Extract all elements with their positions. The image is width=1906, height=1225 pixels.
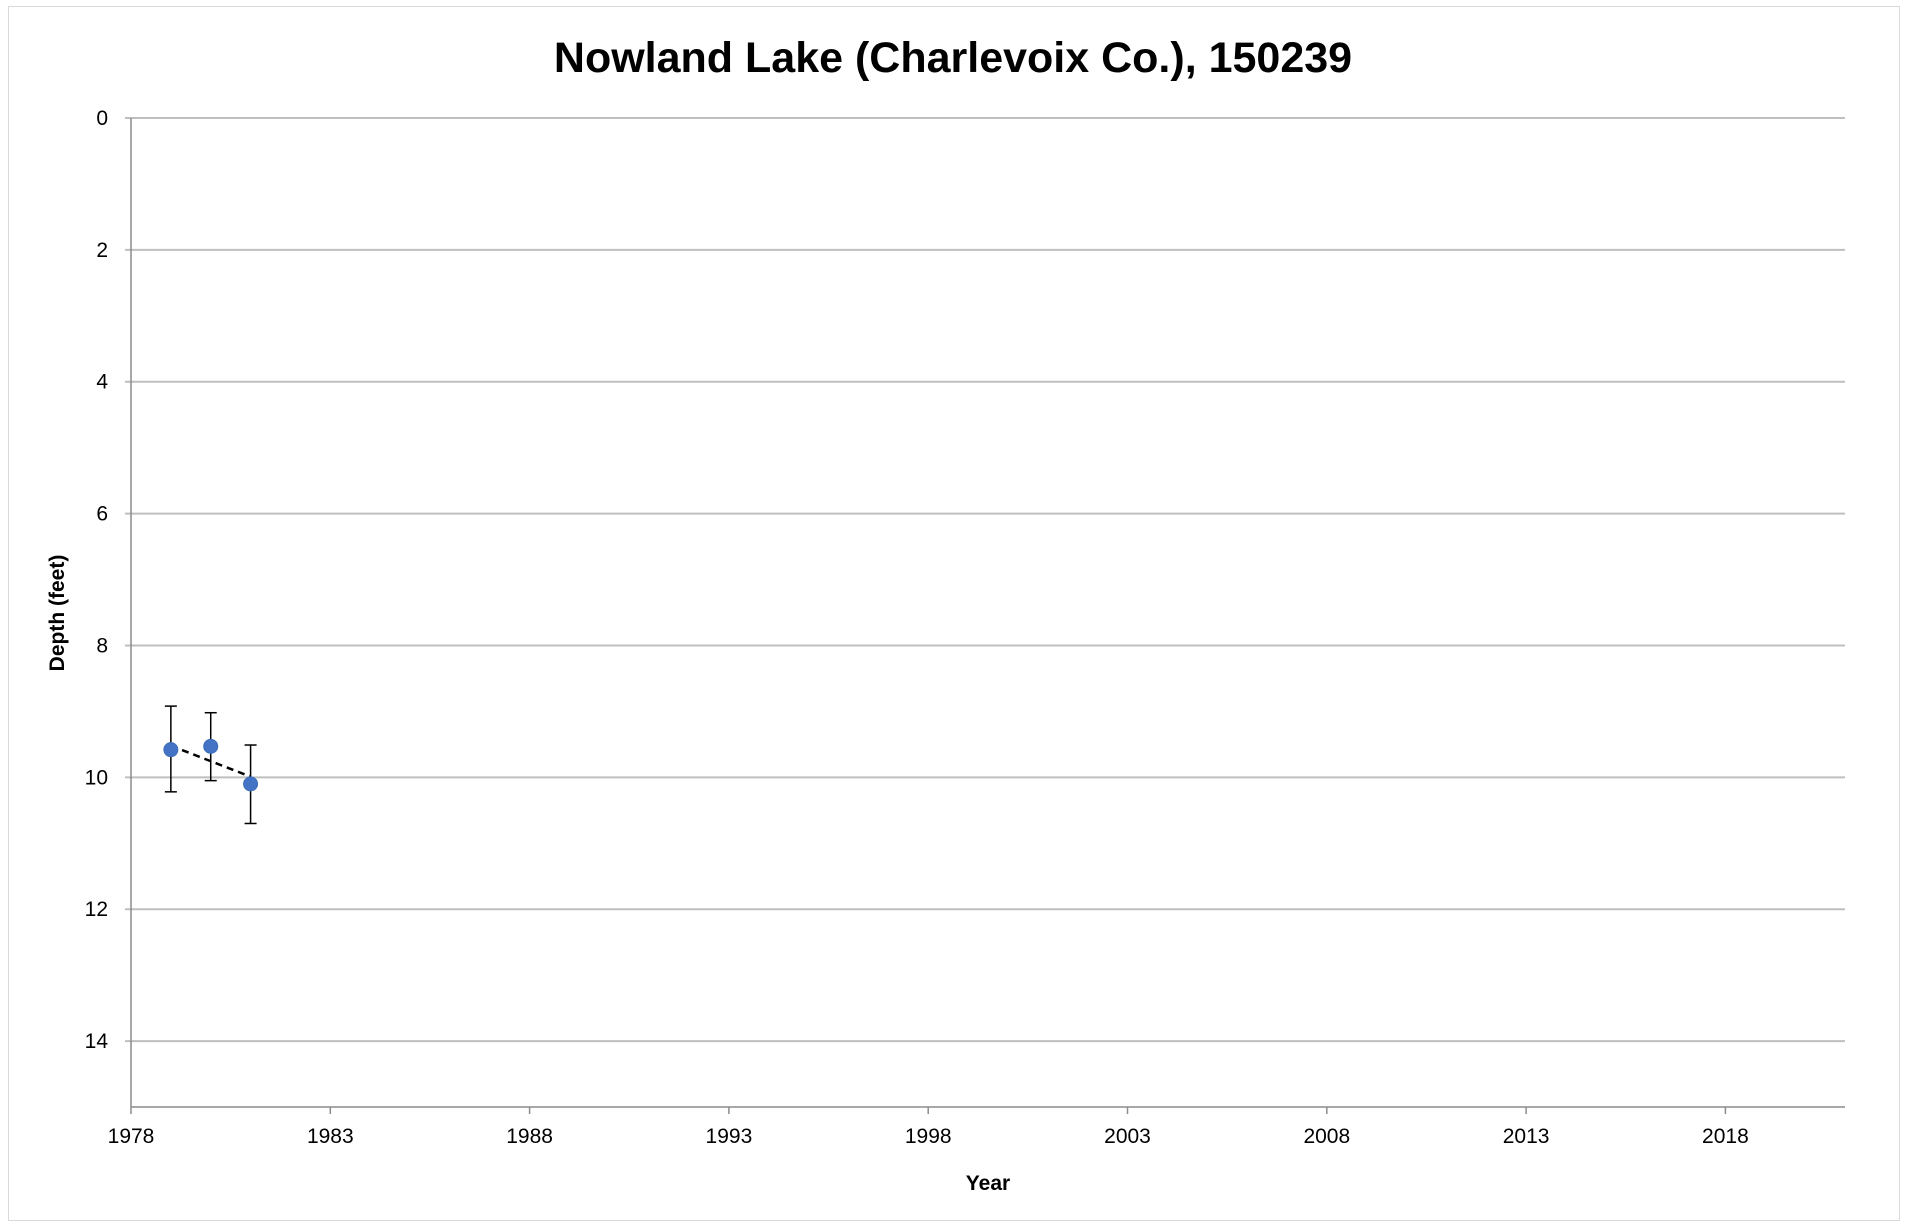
y-tick-label-4: 4 <box>96 371 108 394</box>
y-tick-label-12: 12 <box>85 898 108 921</box>
x-tick-label-1983: 1983 <box>307 1125 354 1148</box>
y-tick-label-10: 10 <box>85 766 108 789</box>
x-tick-label-1988: 1988 <box>506 1125 553 1148</box>
chart-title: Nowland Lake (Charlevoix Co.), 150239 <box>554 34 1352 82</box>
data-point-1981 <box>243 776 259 792</box>
y-tick-label-0: 0 <box>96 107 108 130</box>
x-tick-label-2013: 2013 <box>1503 1125 1550 1148</box>
y-axis-title: Depth (feet) <box>46 555 69 672</box>
error-bars <box>164 705 257 825</box>
y-tick-label-6: 6 <box>96 503 108 526</box>
x-tick-label-2018: 2018 <box>1702 1125 1749 1148</box>
x-tick-label-2008: 2008 <box>1303 1125 1350 1148</box>
x-tick-label-1993: 1993 <box>706 1125 753 1148</box>
chart-frame <box>8 6 1900 1221</box>
axes <box>130 118 1845 1114</box>
x-tick-label-1998: 1998 <box>905 1125 952 1148</box>
gridlines <box>125 117 1845 1043</box>
data-points <box>163 738 259 792</box>
x-axis-title: Year <box>966 1172 1010 1195</box>
x-tick-label-1978: 1978 <box>108 1125 155 1148</box>
x-tick-labels: 1978 1983 1988 1993 1998 2003 2008 2013 2018 <box>108 1125 1749 1148</box>
data-point-1979 <box>163 742 179 758</box>
y-tick-labels: 0 2 4 6 8 10 12 14 <box>85 107 109 1053</box>
x-tick-label-2003: 2003 <box>1104 1125 1151 1148</box>
y-tick-label-2: 2 <box>96 239 108 262</box>
data-point-1980 <box>203 738 219 754</box>
y-tick-label-14: 14 <box>85 1030 109 1053</box>
y-tick-label-8: 8 <box>96 634 108 657</box>
